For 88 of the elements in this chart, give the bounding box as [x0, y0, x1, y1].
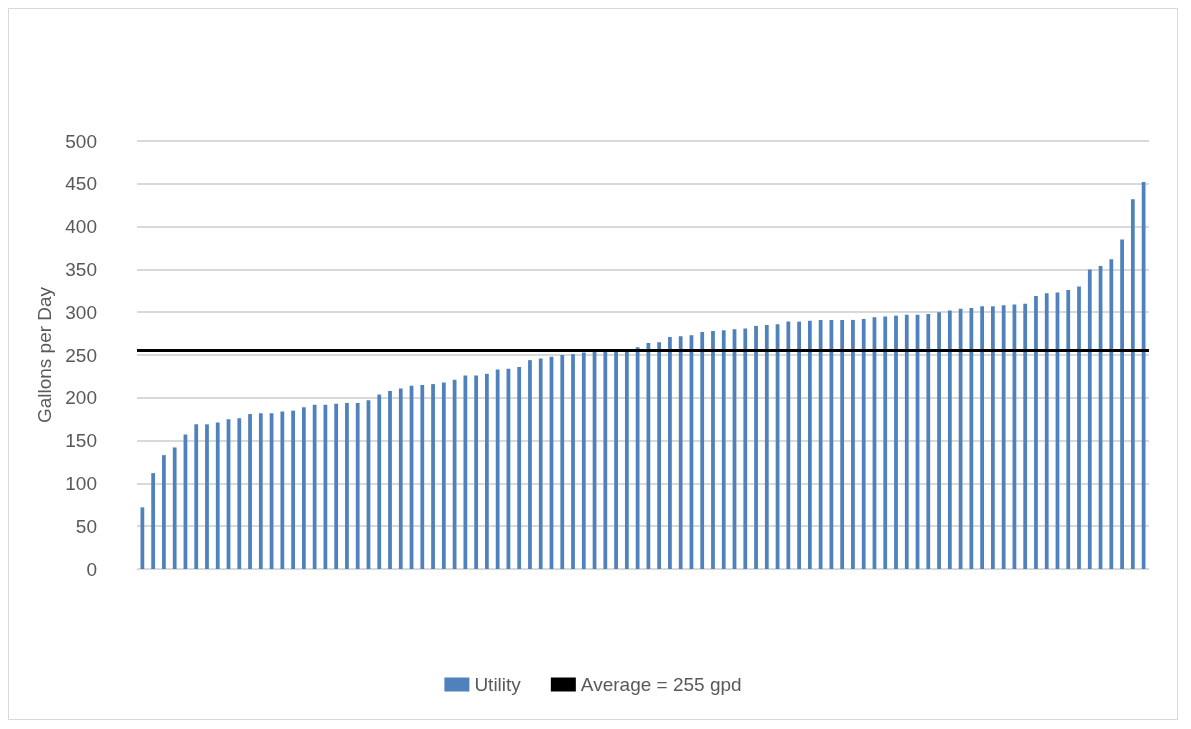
bar — [1109, 259, 1114, 569]
bar — [818, 319, 823, 569]
bar — [1044, 293, 1049, 569]
bar — [140, 507, 145, 569]
bar — [721, 330, 726, 569]
bar — [334, 403, 339, 569]
y-tick-label: 350 — [65, 258, 97, 280]
bar — [474, 375, 479, 569]
bar — [205, 424, 209, 569]
bar — [485, 373, 489, 569]
y-tick-label: 100 — [65, 472, 97, 494]
bar — [947, 310, 952, 569]
bar — [388, 390, 392, 569]
bar — [603, 350, 608, 569]
legend-label: Average = 255 gpd — [580, 674, 742, 695]
bar — [1077, 286, 1081, 569]
bar — [280, 411, 285, 569]
bar — [538, 358, 543, 569]
bar — [172, 447, 177, 569]
bar — [624, 349, 629, 569]
bar — [657, 342, 662, 569]
bar — [355, 402, 360, 569]
bar — [1141, 182, 1146, 569]
y-tick-label: 150 — [65, 430, 97, 452]
bar — [711, 331, 715, 569]
bar — [840, 319, 845, 569]
y-tick-label: 450 — [65, 173, 97, 195]
y-tick-label: 300 — [65, 301, 97, 323]
bar — [258, 413, 263, 569]
bar — [301, 407, 306, 569]
bar — [1066, 289, 1071, 569]
bar — [151, 473, 156, 569]
bar — [463, 375, 468, 569]
bar — [797, 321, 801, 569]
bar — [614, 349, 618, 569]
bar — [291, 410, 295, 569]
y-tick-label: 50 — [75, 515, 97, 537]
bar — [807, 320, 812, 569]
bar — [937, 312, 941, 569]
bar — [312, 404, 317, 569]
bar — [904, 314, 909, 569]
bar — [883, 316, 888, 569]
bar — [431, 384, 435, 569]
bar — [1034, 295, 1038, 569]
bar — [1023, 303, 1028, 569]
bar — [517, 366, 522, 569]
bar — [678, 336, 683, 569]
bar — [764, 325, 769, 569]
bar — [980, 306, 985, 569]
bar — [248, 414, 252, 569]
bar — [420, 384, 425, 569]
bar — [700, 331, 705, 569]
y-tick-label: 400 — [65, 216, 97, 238]
y-tick-label: 200 — [65, 387, 97, 409]
bar — [398, 388, 403, 569]
bar — [894, 315, 898, 569]
bar — [1120, 239, 1124, 569]
y-tick-label: 250 — [65, 344, 97, 366]
bar — [1001, 305, 1006, 569]
bar — [215, 422, 220, 569]
bar — [495, 369, 500, 569]
bar — [441, 382, 446, 569]
bar — [668, 337, 672, 569]
bar — [237, 418, 242, 569]
y-tick-label: 500 — [65, 130, 97, 152]
bar — [377, 394, 382, 569]
bar — [861, 319, 866, 569]
legend-label: Utility — [474, 674, 522, 695]
bar — [1130, 199, 1135, 569]
bar — [635, 347, 640, 569]
bar — [345, 402, 349, 569]
bar — [646, 343, 651, 569]
bar — [581, 352, 586, 569]
bar — [969, 307, 974, 569]
y-tick-label: 0 — [86, 558, 97, 580]
bar — [571, 354, 575, 569]
bar — [528, 360, 532, 569]
bar — [162, 455, 166, 569]
bar — [194, 424, 199, 569]
bar — [1087, 269, 1092, 569]
y-axis-title: Gallons per Day — [34, 286, 56, 424]
bar — [754, 325, 758, 569]
bar — [560, 355, 565, 569]
bar — [926, 313, 931, 569]
bar — [743, 328, 748, 569]
bar — [991, 306, 995, 569]
bar — [786, 321, 791, 569]
bar — [851, 319, 855, 569]
